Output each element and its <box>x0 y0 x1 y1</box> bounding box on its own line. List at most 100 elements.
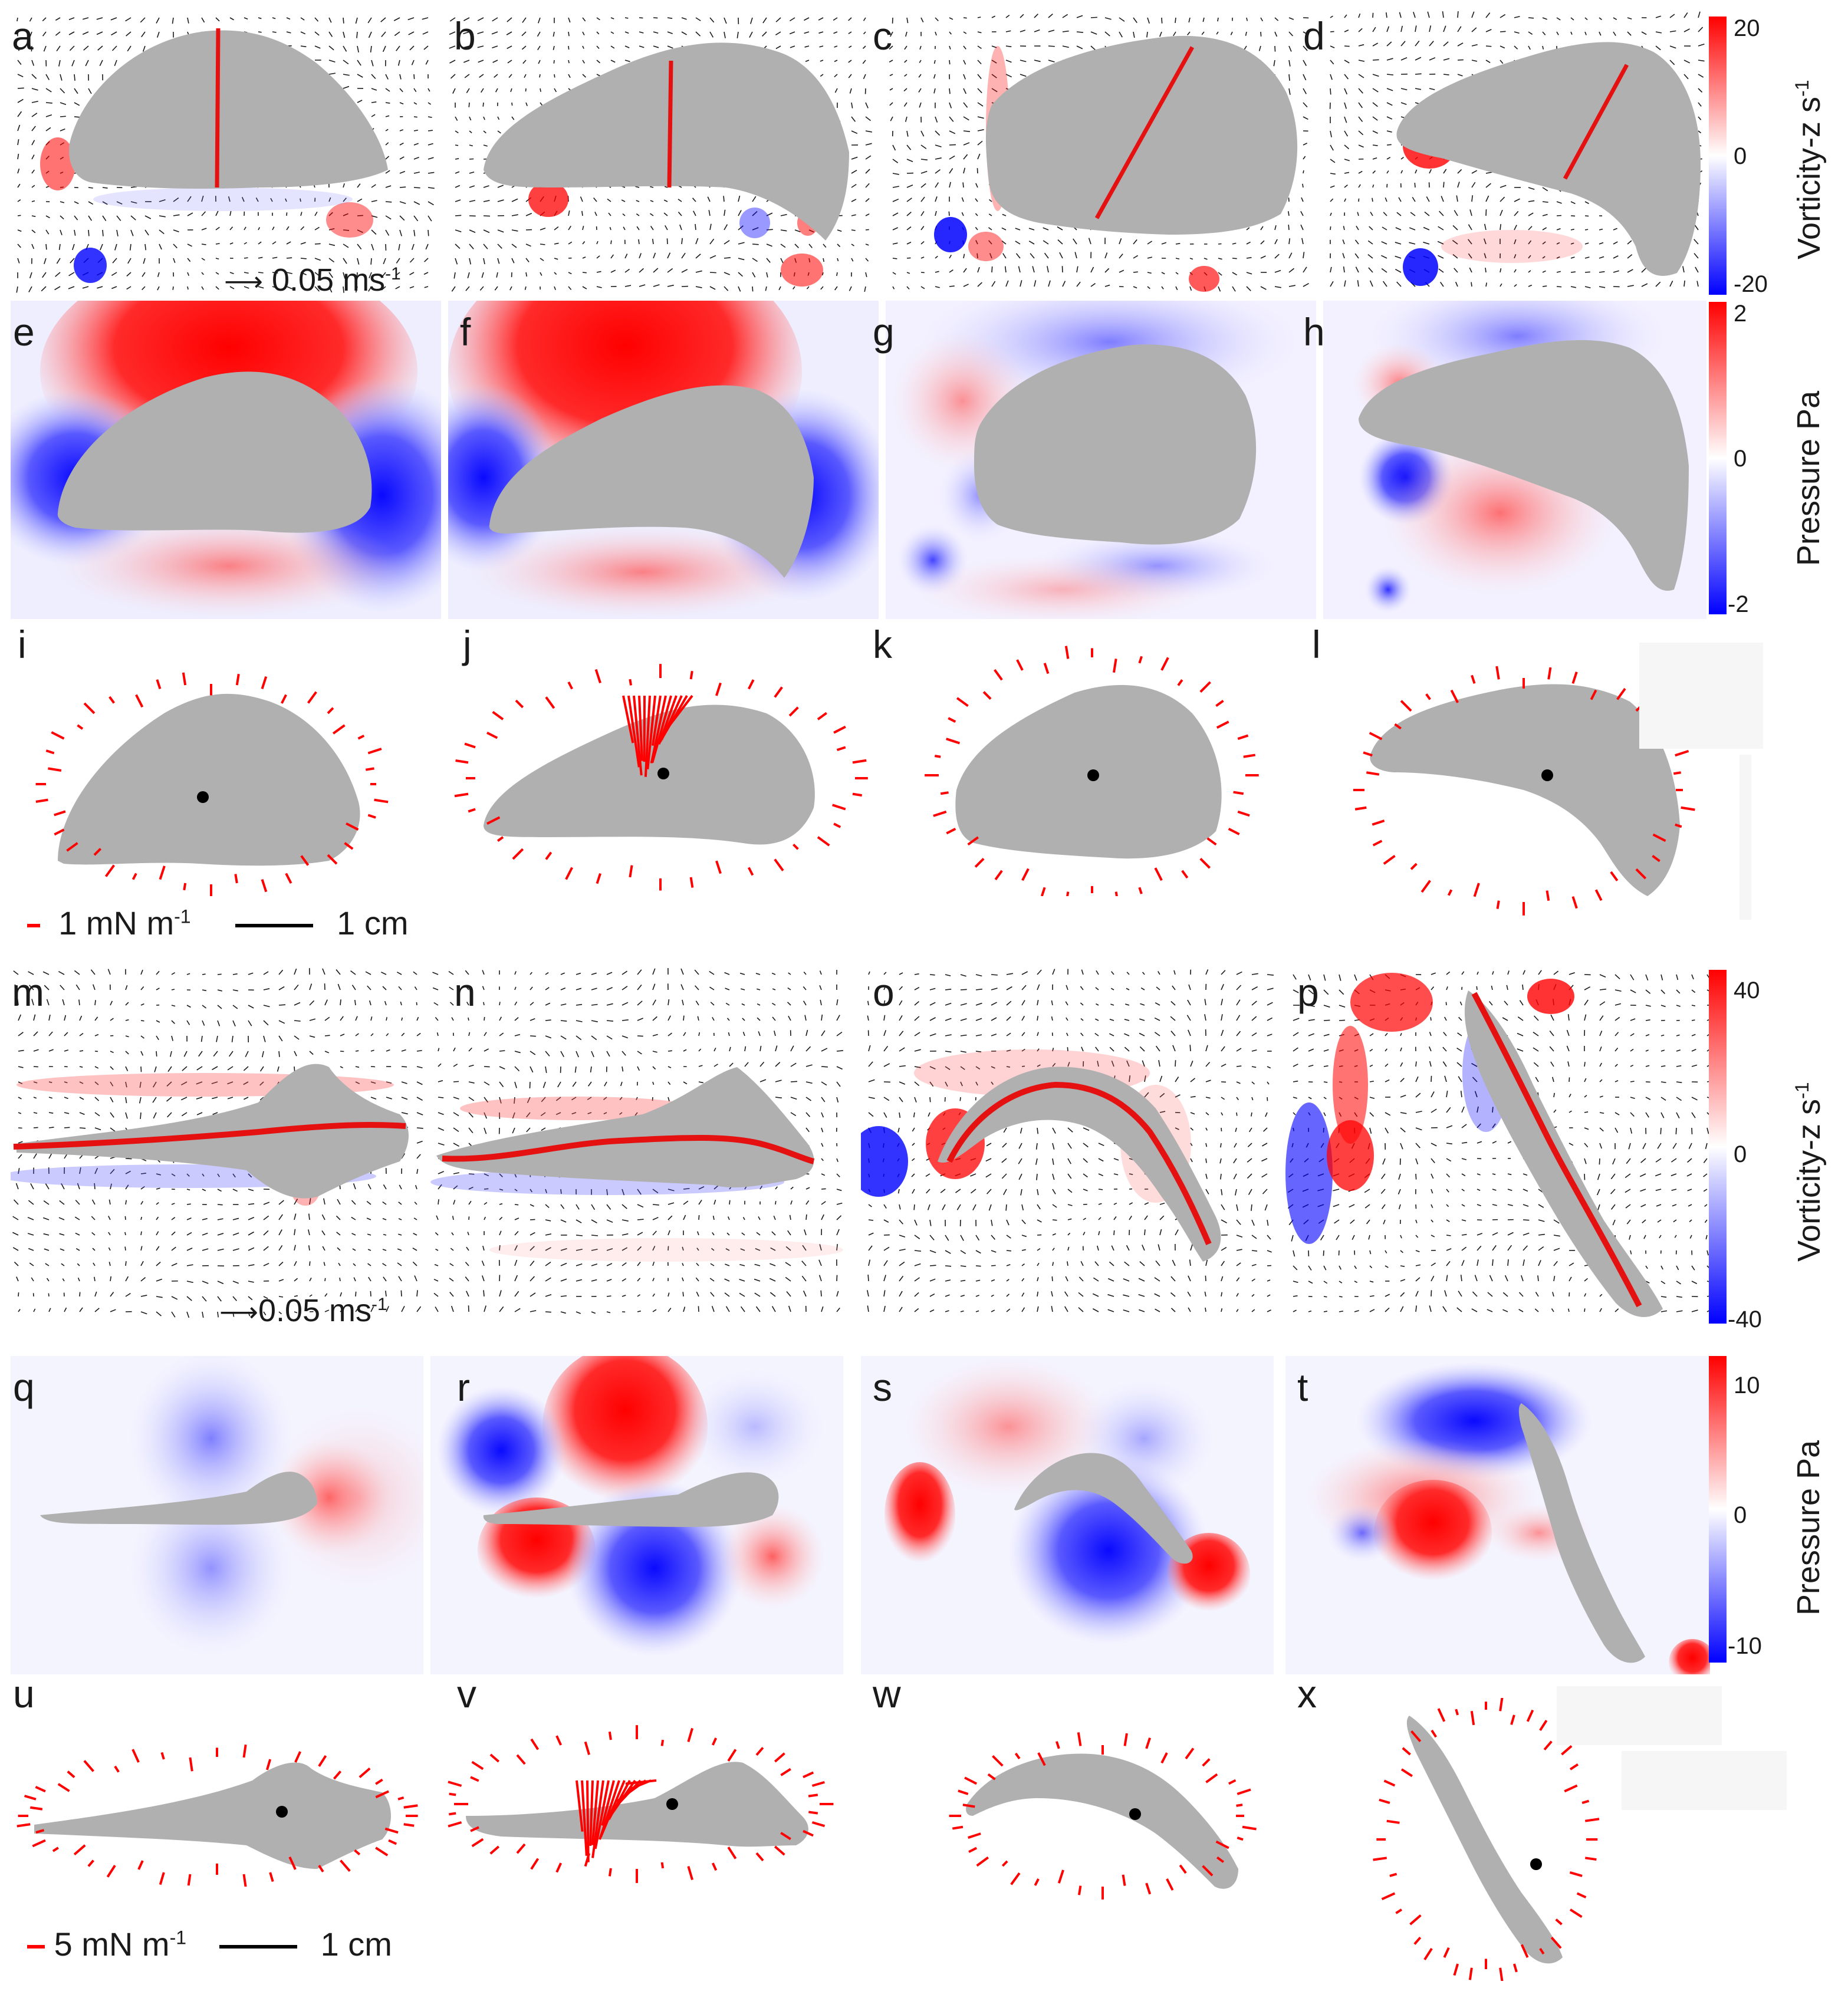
velocity-arrow <box>438 1080 443 1082</box>
velocity-arrow <box>935 255 938 259</box>
force-arrow <box>54 810 66 817</box>
velocity-arrow <box>976 168 978 174</box>
velocity-arrow <box>370 1097 377 1100</box>
force-arrow <box>357 735 365 740</box>
panel-d-vorticity <box>1323 11 1706 299</box>
velocity-arrow <box>29 17 32 22</box>
velocity-arrow <box>300 272 307 275</box>
velocity-arrow <box>914 1081 920 1087</box>
velocity-arrow <box>1139 1032 1145 1036</box>
velocity-arrow <box>1514 225 1517 231</box>
force-arrow <box>235 673 240 686</box>
velocity-arrow <box>1221 999 1224 1006</box>
velocity-arrow <box>836 1173 840 1177</box>
force-arrow <box>629 679 632 686</box>
force-arrow <box>1177 679 1183 686</box>
velocity-arrow <box>75 1248 80 1251</box>
velocity-arrow <box>713 1064 718 1067</box>
velocity-arrow <box>156 1020 160 1023</box>
velocity-arrow <box>906 144 912 150</box>
velocity-arrow <box>229 17 234 21</box>
velocity-arrow <box>752 286 754 292</box>
velocity-arrow <box>1472 1077 1478 1082</box>
velocity-arrow <box>848 17 852 21</box>
velocity-arrow <box>1267 1081 1270 1085</box>
velocity-arrow <box>468 1081 475 1084</box>
velocity-arrow <box>30 1183 34 1190</box>
velocity-arrow <box>553 45 555 51</box>
velocity-arrow <box>1550 1061 1554 1067</box>
velocity-arrow <box>45 1263 50 1266</box>
velocity-arrow <box>382 986 387 990</box>
velocity-arrow <box>525 102 528 107</box>
velocity-arrow <box>1517 1032 1524 1036</box>
velocity-arrow <box>650 226 654 231</box>
velocity-arrow <box>892 212 899 216</box>
velocity-arrow <box>396 972 402 975</box>
velocity-arrow <box>591 1235 599 1236</box>
velocity-arrow <box>1446 986 1448 990</box>
velocity-arrow <box>1344 198 1347 202</box>
velocity-arrow <box>709 238 715 245</box>
velocity-arrow <box>1439 210 1444 216</box>
velocity-arrow <box>140 1112 142 1120</box>
velocity-arrow <box>821 1306 824 1312</box>
velocity-arrow <box>698 1186 705 1190</box>
velocity-arrow <box>514 1081 517 1088</box>
velocity-arrow <box>785 1276 791 1282</box>
velocity-arrow <box>608 212 611 216</box>
velocity-arrow <box>1267 1279 1271 1282</box>
velocity-arrow <box>48 1127 54 1128</box>
velocity-arrow <box>355 286 358 293</box>
force-arrow <box>644 695 651 777</box>
velocity-arrow <box>1386 88 1393 91</box>
velocity-arrow <box>1556 201 1562 204</box>
velocity-arrow <box>568 45 570 50</box>
velocity-arrow <box>1382 281 1387 287</box>
force-arrow <box>1610 871 1619 881</box>
velocity-arrow <box>414 986 417 990</box>
velocity-arrow <box>738 225 744 231</box>
velocity-arrow <box>499 1189 504 1191</box>
velocity-arrow <box>399 142 404 146</box>
velocity-arrow <box>399 88 403 93</box>
velocity-arrow <box>865 130 872 133</box>
velocity-arrow <box>609 226 611 231</box>
velocity-arrow <box>1369 1127 1372 1134</box>
velocity-arrow <box>452 88 456 94</box>
velocity-arrow <box>217 973 222 975</box>
velocity-arrow <box>1372 170 1376 174</box>
velocity-arrow <box>788 1015 791 1021</box>
velocity-arrow <box>1500 209 1503 216</box>
velocity-arrow <box>1037 1127 1039 1134</box>
velocity-arrow <box>1124 1261 1130 1266</box>
velocity-arrow <box>935 116 938 123</box>
velocity-arrow <box>530 986 533 990</box>
velocity-arrow <box>738 195 741 202</box>
velocity-arrow <box>448 970 454 975</box>
velocity-arrow <box>1630 1250 1632 1255</box>
velocity-arrow <box>60 116 66 117</box>
velocity-arrow <box>971 1189 976 1194</box>
velocity-arrow <box>1267 1294 1271 1297</box>
velocity-arrow <box>637 1262 641 1266</box>
velocity-arrow <box>883 1063 890 1067</box>
velocity-arrow <box>759 1186 763 1190</box>
velocity-arrow <box>1236 1048 1242 1052</box>
force-arrow <box>1016 659 1024 671</box>
velocity-arrow <box>530 1051 536 1055</box>
velocity-arrow <box>401 1049 406 1052</box>
velocity-arrow <box>156 1051 157 1057</box>
velocity-arrow <box>1369 1064 1373 1067</box>
velocity-arrow <box>484 1202 488 1205</box>
velocity-arrow <box>1260 255 1266 259</box>
velocity-arrow <box>449 45 456 49</box>
velocity-arrow <box>681 269 688 273</box>
velocity-arrow <box>263 988 270 990</box>
velocity-arrow <box>757 988 761 990</box>
velocity-arrow <box>790 1081 798 1082</box>
velocity-arrow <box>1584 256 1590 259</box>
velocity-arrow <box>244 242 247 245</box>
velocity-arrow <box>173 258 176 264</box>
velocity-arrow <box>1076 281 1081 287</box>
